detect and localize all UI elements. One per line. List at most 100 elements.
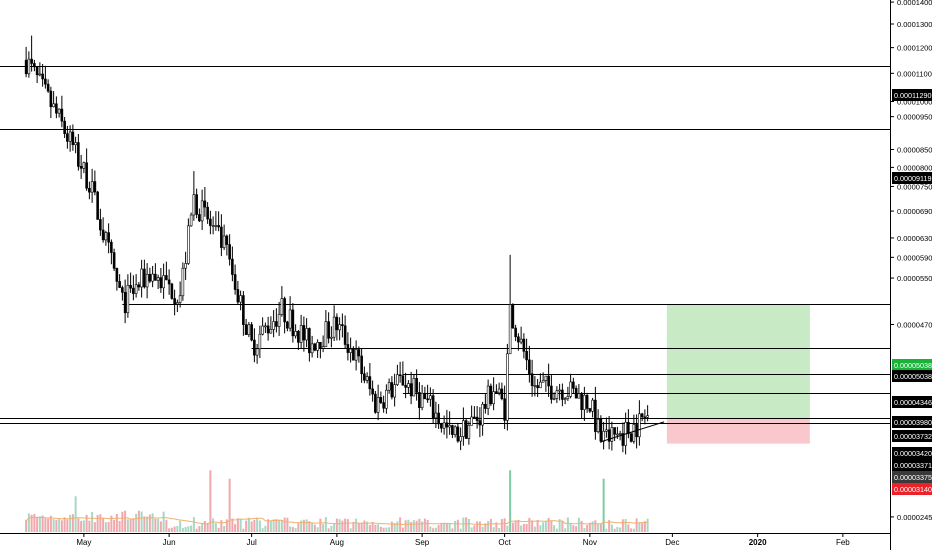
candle-body [38,73,42,76]
candle-body [275,321,278,327]
candle-body [283,298,286,323]
candle-body [236,289,240,303]
stop-zone [666,418,810,444]
price-label-level: 0.00011290 [892,89,932,101]
volume-bar [451,528,454,532]
candle-body [173,298,176,305]
candle-body [77,142,80,167]
candle-body [82,162,86,169]
price-label-level: 0.00003420 [892,447,932,459]
candle-body [368,376,372,390]
candle-body [225,235,229,245]
candle-body [508,304,512,355]
candle-body [407,383,410,388]
volume-bar [115,514,118,532]
volume-bar [459,528,462,532]
volume-bar [187,526,190,532]
candle-body [280,298,284,315]
volume-bar [181,528,184,532]
candle-body [220,226,223,248]
candle-body [563,398,567,401]
volume-bar [495,522,498,532]
candle-body [297,331,300,343]
candle-body [156,277,160,281]
candle-body [448,425,451,428]
volume-bar [605,528,608,532]
volume-bar [159,521,162,532]
candle-body [354,349,358,361]
volume-bar [322,524,325,532]
candle-body [30,58,33,64]
volume-bar [316,527,319,532]
candle-body [621,433,625,446]
volume-bar [74,496,77,532]
volume-bar [36,516,39,532]
volume-bar [269,520,272,532]
volume-bar [407,519,410,532]
volume-bar [440,523,443,532]
x-tick-label: Dec [665,538,679,547]
candle-body [638,413,641,438]
candle-body [266,325,270,334]
candle-body [27,58,31,75]
position-zones [666,303,810,444]
candle-body [200,200,204,222]
candle-body [640,413,644,418]
candle-body [63,120,66,134]
volume-bar [206,522,209,532]
volume-bar [278,520,281,532]
volume-bar [140,511,143,532]
candle-body [228,244,231,260]
volume-bar [382,527,385,532]
volume-bar [192,517,195,532]
candle-body [253,339,256,356]
volume-bar [41,515,44,532]
volume-bar [352,521,355,532]
candle-body [525,351,528,361]
volume-bar [27,513,30,532]
candle-body [134,284,138,294]
volume-bar [82,520,85,532]
volume-bar [319,518,322,532]
volume-bar [113,519,116,532]
volume-bar [564,528,567,532]
candle-body [429,395,432,400]
volume-bar [63,517,66,532]
volume-bar [374,524,377,532]
candle-body [341,324,344,327]
volume-bar [107,522,110,532]
y-tick-label: 0.00002450 [897,513,932,522]
price-label-box [892,471,932,483]
time-axis[interactable]: May Jun Jul Aug Sep Oct Nov Dec 2020 Feb [76,533,850,547]
volume-bar [624,518,627,532]
price-labels: 0.00011290 0.00009119 0.00005038 0.00005038… [892,89,932,495]
volume-bar [247,517,250,532]
volume-bar [443,523,446,532]
candle-body [203,200,207,208]
volume-bar [467,518,470,532]
candle-body [288,309,292,329]
volume-bar [388,527,391,532]
volume-bar [60,520,63,532]
volume-bar [121,511,124,532]
volume-bar [421,521,424,532]
candle-body [371,388,374,395]
candle-body [500,388,504,400]
volume-bar [146,516,149,532]
volume-bar [434,527,437,532]
volume-bar [231,518,234,532]
volume-bar [242,528,245,532]
candle-body [478,420,482,426]
candle-body [434,412,438,419]
volume-bar [487,521,490,532]
candle-body [118,281,121,288]
volume-bar [363,520,366,532]
candle-body [209,218,212,226]
